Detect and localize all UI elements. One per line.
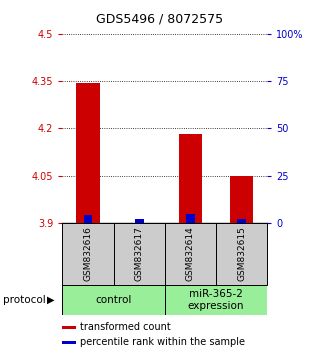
Bar — [62, 341, 76, 344]
Bar — [62, 326, 76, 329]
Bar — [62, 223, 114, 285]
Text: transformed count: transformed count — [80, 322, 171, 332]
Bar — [230, 176, 253, 223]
Text: GDS5496 / 8072575: GDS5496 / 8072575 — [96, 12, 224, 25]
Bar — [165, 223, 216, 285]
Bar — [84, 215, 92, 223]
Text: GSM832614: GSM832614 — [186, 227, 195, 281]
Bar — [216, 223, 267, 285]
Text: GSM832616: GSM832616 — [84, 227, 92, 281]
Bar — [76, 83, 100, 223]
Text: GSM832617: GSM832617 — [135, 227, 144, 281]
Bar — [186, 214, 195, 223]
Bar — [114, 223, 165, 285]
Text: GSM832615: GSM832615 — [237, 227, 246, 281]
Text: percentile rank within the sample: percentile rank within the sample — [80, 337, 245, 347]
Bar — [135, 219, 144, 223]
Text: control: control — [95, 295, 132, 305]
Text: protocol: protocol — [3, 295, 46, 305]
Bar — [237, 219, 246, 223]
Text: miR-365-2
expression: miR-365-2 expression — [188, 289, 244, 311]
Bar — [179, 134, 202, 223]
Text: ▶: ▶ — [47, 295, 55, 305]
Bar — [62, 285, 165, 315]
Bar — [165, 285, 267, 315]
